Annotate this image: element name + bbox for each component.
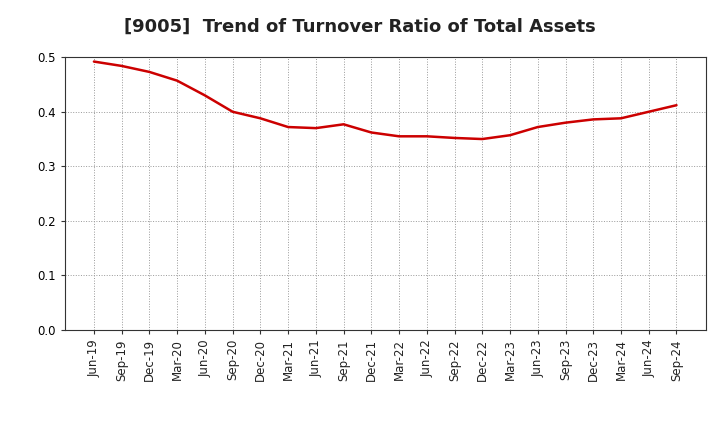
Text: [9005]  Trend of Turnover Ratio of Total Assets: [9005] Trend of Turnover Ratio of Total … (124, 18, 596, 36)
